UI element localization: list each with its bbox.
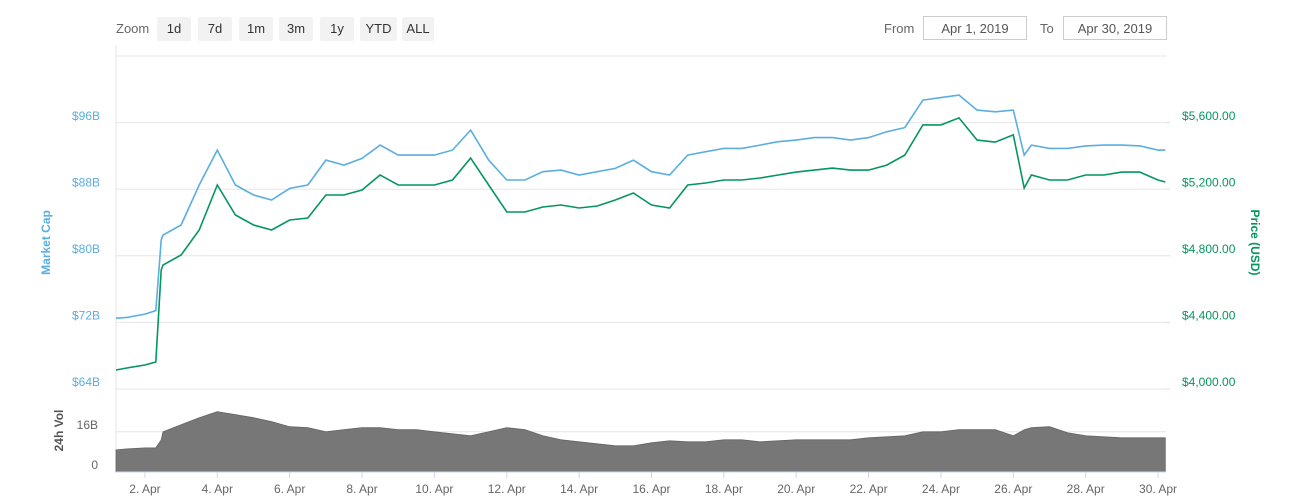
zoom-button[interactable]: 7d [198, 17, 232, 41]
series-line [115, 116, 1166, 371]
x-tick-label: 22. Apr [850, 482, 888, 496]
x-tick-label: 20. Apr [777, 482, 815, 496]
x-tick-label: 8. Apr [346, 482, 377, 496]
x-tick-label: 26. Apr [994, 482, 1032, 496]
x-tick-label: 30. Apr [1139, 482, 1177, 496]
zoom-button[interactable]: 1y [320, 17, 354, 41]
y2-tick-label: $5,600.00 [1182, 109, 1236, 123]
x-tick-label: 6. Apr [274, 482, 305, 496]
volume-area [115, 411, 1166, 473]
to-label: To [1040, 21, 1054, 36]
zoom-button[interactable]: 1d [157, 17, 191, 41]
y-axis-label: 24h Vol [52, 410, 66, 452]
zoom-button[interactable]: 3m [279, 17, 313, 41]
y-tick-label: $88B [72, 175, 100, 189]
y2-tick-label: $5,200.00 [1182, 175, 1236, 189]
zoom-button[interactable]: YTD [360, 17, 397, 41]
y-tick-label: $72B [72, 309, 100, 323]
x-tick-label: 16. Apr [632, 482, 670, 496]
y2-tick-label: $4,800.00 [1182, 242, 1236, 256]
y-tick-label: $64B [72, 375, 100, 389]
y-axis-label: Market Cap [39, 210, 53, 275]
y-tick-label: $96B [72, 109, 100, 123]
x-tick-label: 2. Apr [129, 482, 160, 496]
y2-tick-label: $4,400.00 [1182, 309, 1236, 323]
zoom-label: Zoom [116, 21, 150, 36]
to-input[interactable]: Apr 30, 2019 [1063, 16, 1167, 40]
zoom-button[interactable]: ALL [402, 17, 434, 41]
y-tick-label: 0 [91, 458, 98, 472]
x-tick-label: 28. Apr [1067, 482, 1105, 496]
x-tick-label: 18. Apr [705, 482, 743, 496]
x-tick-label: 24. Apr [922, 482, 960, 496]
y2-tick-label: $4,000.00 [1182, 375, 1236, 389]
from-label: From [884, 21, 915, 36]
from-input[interactable]: Apr 1, 2019 [923, 16, 1027, 40]
y2-axis-label: Price (USD) [1248, 209, 1262, 275]
x-tick-label: 10. Apr [415, 482, 453, 496]
y-tick-label: $80B [72, 242, 100, 256]
zoom-button[interactable]: 1m [239, 17, 273, 41]
x-tick-label: 12. Apr [488, 482, 526, 496]
x-tick-label: 4. Apr [202, 482, 233, 496]
y-tick-label: 16B [77, 418, 98, 432]
x-tick-label: 14. Apr [560, 482, 598, 496]
series-line [115, 94, 1166, 319]
